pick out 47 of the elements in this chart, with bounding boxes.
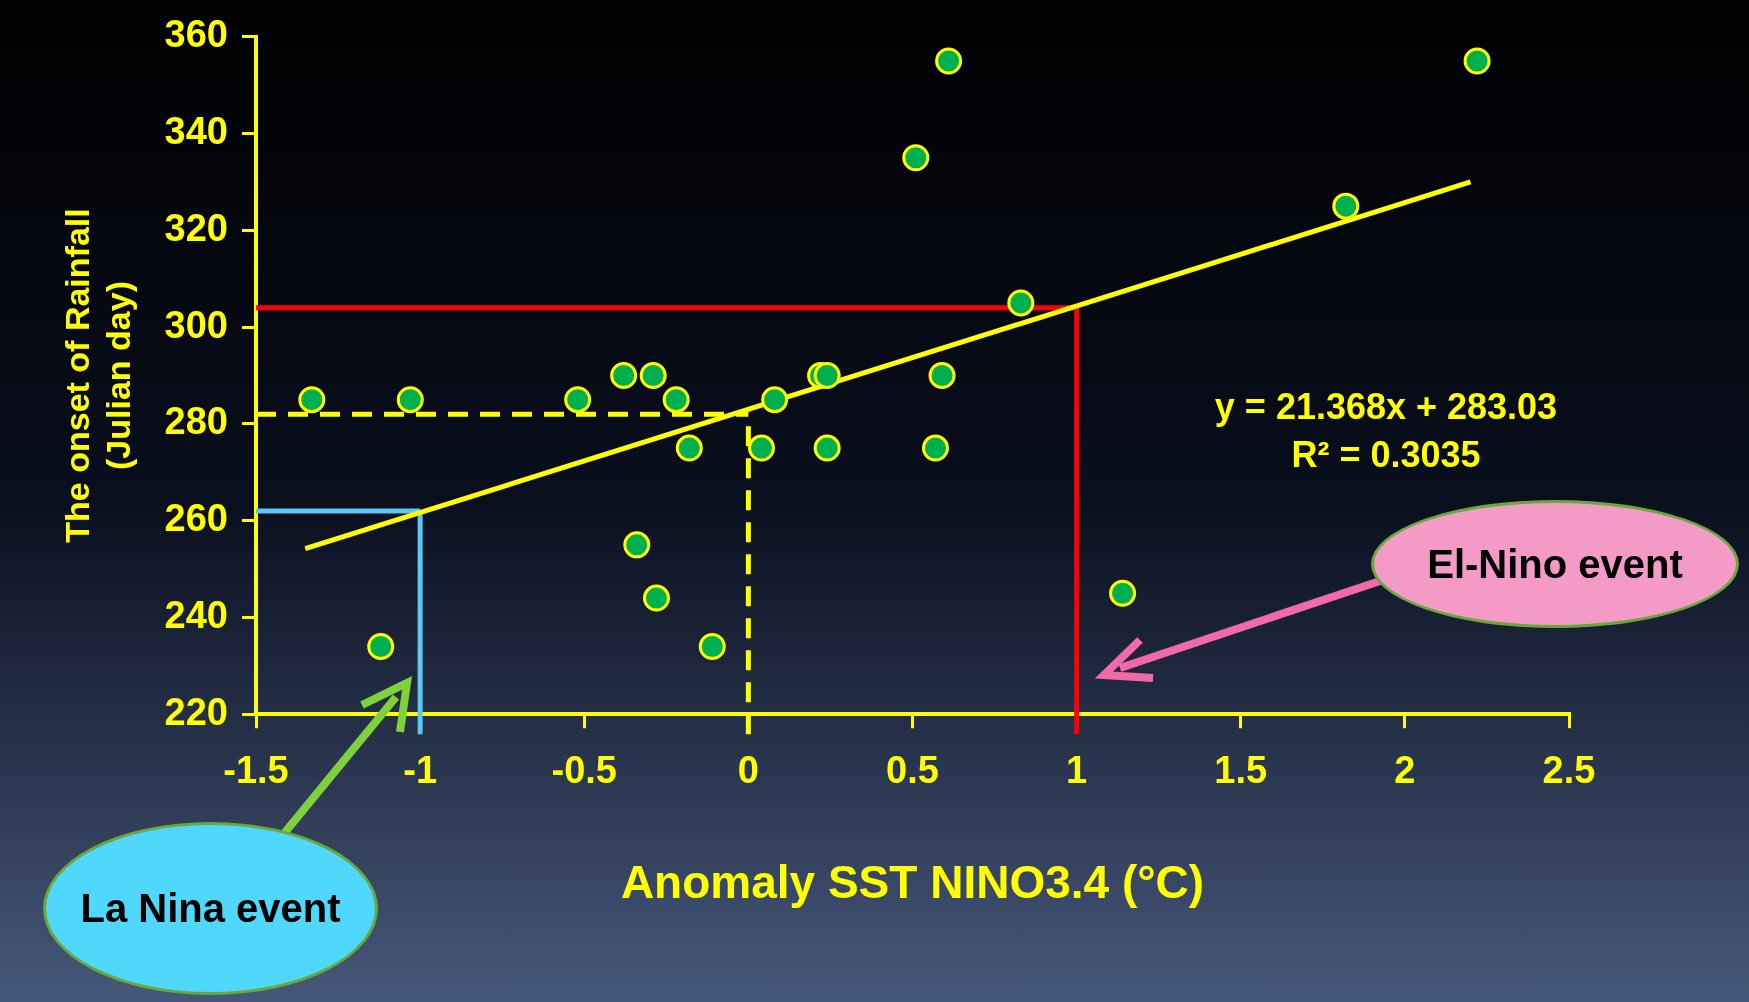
point [642,584,670,612]
point [675,434,703,462]
x-tick-label: 0 [737,749,759,792]
y-tick-label: 220 [164,690,228,733]
y-tick-label: 240 [164,593,228,636]
point [698,632,726,660]
x-tick-label: 1 [1066,749,1088,792]
point [610,362,638,389]
y-tick-label: 340 [164,110,228,153]
point [623,531,651,559]
y-axis-title: The onset of Rainfall (Julian day) [57,208,137,543]
x-tick-label: 0.5 [886,749,939,792]
point [902,144,930,172]
point [921,434,949,462]
point [748,434,776,462]
y-tick-label: 360 [164,13,228,56]
ellipse: El-Nino event [1371,500,1739,628]
x-tick-label: 2 [1394,749,1416,792]
x-tick-label: 2.5 [1542,749,1596,792]
x-tick-label: -0.5 [551,749,617,792]
annotation: y = 21.368x + 283.03 [1213,386,1559,428]
x-tick-label: -1.5 [223,749,289,792]
point [813,362,841,389]
point [298,386,326,414]
point [761,386,789,414]
point [396,386,424,414]
point [1109,579,1137,607]
point [1332,192,1360,220]
annotation: R² = 0.3035 [1290,434,1482,476]
point [813,434,841,462]
point [935,47,963,75]
point [1463,47,1491,75]
y-tick-label: 260 [164,497,228,540]
point [1007,289,1035,317]
point [928,362,956,389]
y-tick-label: 300 [164,303,228,346]
point [662,386,690,414]
ellipse: La Nina event [43,822,378,995]
annotation: El-Nino event [1427,541,1683,587]
point [564,386,592,414]
point [367,632,395,660]
x-tick-label: -1 [403,749,438,792]
point [639,362,667,389]
x-tick-label: 1.5 [1214,749,1268,792]
x-axis-title: Anomaly SST NINO3.4 (°C) [620,856,1205,909]
y-tick-label: 280 [164,400,228,443]
y-tick-label: 320 [164,206,228,249]
